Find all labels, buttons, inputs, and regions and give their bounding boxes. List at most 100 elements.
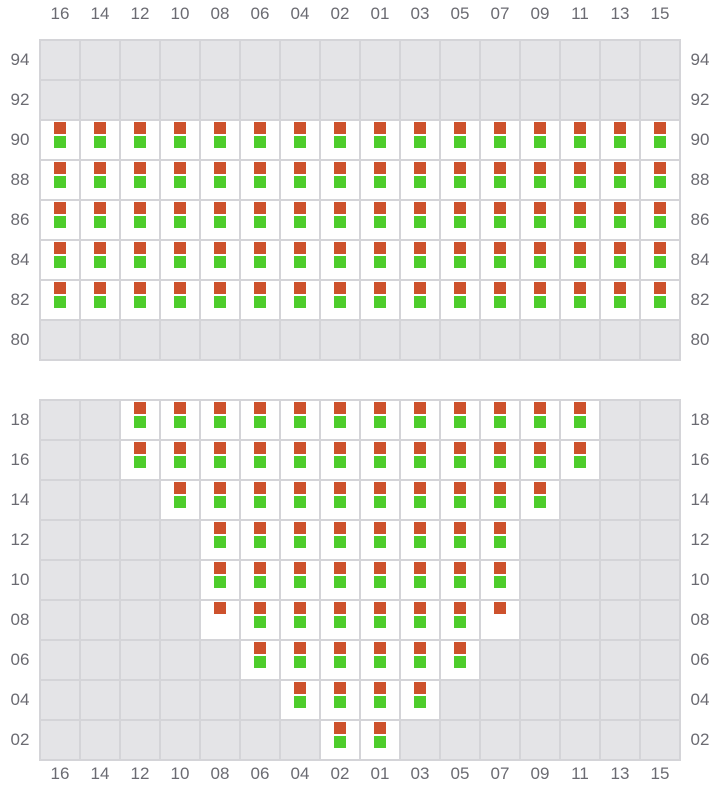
slot-b-marker[interactable]: [334, 496, 346, 508]
slot-a-marker[interactable]: [454, 122, 466, 134]
slot-b-marker[interactable]: [414, 176, 426, 188]
slot-a-marker[interactable]: [134, 202, 146, 214]
slot-b-marker[interactable]: [214, 136, 226, 148]
grid-cell-active[interactable]: [361, 521, 399, 559]
grid-cell-active[interactable]: [401, 161, 439, 199]
slot-a-marker[interactable]: [334, 202, 346, 214]
grid-cell-active[interactable]: [361, 441, 399, 479]
grid-cell-active[interactable]: [321, 521, 359, 559]
grid-cell-active[interactable]: [361, 641, 399, 679]
slot-a-marker[interactable]: [654, 122, 666, 134]
grid-cell-active[interactable]: [361, 241, 399, 279]
slot-a-marker[interactable]: [454, 602, 466, 614]
grid-cell-active[interactable]: [121, 121, 159, 159]
slot-b-marker[interactable]: [134, 456, 146, 468]
grid-cell-active[interactable]: [81, 241, 119, 279]
slot-b-marker[interactable]: [454, 576, 466, 588]
grid-cell-active[interactable]: [281, 641, 319, 679]
slot-b-marker[interactable]: [334, 176, 346, 188]
grid-cell-active[interactable]: [321, 721, 359, 759]
slot-a-marker[interactable]: [174, 402, 186, 414]
slot-a-marker[interactable]: [454, 162, 466, 174]
slot-b-marker[interactable]: [294, 416, 306, 428]
slot-b-marker[interactable]: [294, 456, 306, 468]
grid-cell-active[interactable]: [241, 281, 279, 319]
slot-a-marker[interactable]: [334, 722, 346, 734]
grid-cell-active[interactable]: [281, 561, 319, 599]
slot-a-marker[interactable]: [494, 282, 506, 294]
slot-b-marker[interactable]: [214, 176, 226, 188]
grid-cell-active[interactable]: [641, 241, 679, 279]
grid-cell-active[interactable]: [201, 401, 239, 439]
slot-a-marker[interactable]: [254, 162, 266, 174]
grid-cell-active[interactable]: [481, 241, 519, 279]
slot-b-marker[interactable]: [334, 696, 346, 708]
slot-a-marker[interactable]: [294, 682, 306, 694]
slot-a-marker[interactable]: [174, 122, 186, 134]
grid-cell-active[interactable]: [241, 521, 279, 559]
slot-a-marker[interactable]: [414, 562, 426, 574]
grid-cell-active[interactable]: [641, 201, 679, 239]
slot-b-marker[interactable]: [334, 216, 346, 228]
slot-a-marker[interactable]: [654, 202, 666, 214]
slot-b-marker[interactable]: [174, 136, 186, 148]
grid-cell-active[interactable]: [161, 161, 199, 199]
slot-b-marker[interactable]: [94, 296, 106, 308]
grid-cell-active[interactable]: [121, 161, 159, 199]
grid-cell-active[interactable]: [161, 241, 199, 279]
grid-cell-active[interactable]: [401, 241, 439, 279]
slot-a-marker[interactable]: [534, 282, 546, 294]
slot-a-marker[interactable]: [374, 282, 386, 294]
slot-a-marker[interactable]: [574, 242, 586, 254]
slot-a-marker[interactable]: [534, 442, 546, 454]
slot-b-marker[interactable]: [534, 416, 546, 428]
slot-b-marker[interactable]: [254, 416, 266, 428]
slot-b-marker[interactable]: [494, 296, 506, 308]
slot-a-marker[interactable]: [294, 202, 306, 214]
slot-a-marker[interactable]: [174, 242, 186, 254]
slot-b-marker[interactable]: [374, 256, 386, 268]
slot-a-marker[interactable]: [54, 202, 66, 214]
slot-a-marker[interactable]: [214, 522, 226, 534]
slot-a-marker[interactable]: [94, 162, 106, 174]
slot-b-marker[interactable]: [414, 296, 426, 308]
grid-cell-active[interactable]: [441, 401, 479, 439]
grid-cell-active[interactable]: [161, 481, 199, 519]
slot-b-marker[interactable]: [654, 256, 666, 268]
slot-b-marker[interactable]: [414, 576, 426, 588]
slot-b-marker[interactable]: [454, 456, 466, 468]
grid-cell-active[interactable]: [641, 121, 679, 159]
grid-cell-active[interactable]: [561, 201, 599, 239]
slot-b-marker[interactable]: [214, 496, 226, 508]
grid-cell-active[interactable]: [361, 201, 399, 239]
slot-a-marker[interactable]: [94, 282, 106, 294]
grid-cell-active[interactable]: [481, 201, 519, 239]
grid-cell-active[interactable]: [281, 121, 319, 159]
grid-cell-active[interactable]: [121, 401, 159, 439]
slot-b-marker[interactable]: [614, 256, 626, 268]
grid-cell-active[interactable]: [481, 401, 519, 439]
slot-b-marker[interactable]: [334, 536, 346, 548]
grid-cell-active[interactable]: [321, 561, 359, 599]
slot-b-marker[interactable]: [534, 296, 546, 308]
grid-cell-active[interactable]: [361, 721, 399, 759]
grid-cell-active[interactable]: [641, 281, 679, 319]
slot-a-marker[interactable]: [454, 282, 466, 294]
slot-a-marker[interactable]: [334, 242, 346, 254]
slot-b-marker[interactable]: [94, 216, 106, 228]
slot-a-marker[interactable]: [54, 282, 66, 294]
slot-a-marker[interactable]: [254, 402, 266, 414]
slot-b-marker[interactable]: [374, 576, 386, 588]
slot-a-marker[interactable]: [294, 162, 306, 174]
slot-b-marker[interactable]: [494, 536, 506, 548]
slot-a-marker[interactable]: [454, 642, 466, 654]
slot-a-marker[interactable]: [374, 562, 386, 574]
grid-cell-active[interactable]: [361, 681, 399, 719]
slot-a-marker[interactable]: [254, 522, 266, 534]
grid-cell-active[interactable]: [361, 561, 399, 599]
grid-cell-active[interactable]: [201, 601, 239, 639]
slot-b-marker[interactable]: [54, 136, 66, 148]
grid-cell-active[interactable]: [601, 201, 639, 239]
slot-a-marker[interactable]: [494, 162, 506, 174]
slot-a-marker[interactable]: [454, 242, 466, 254]
